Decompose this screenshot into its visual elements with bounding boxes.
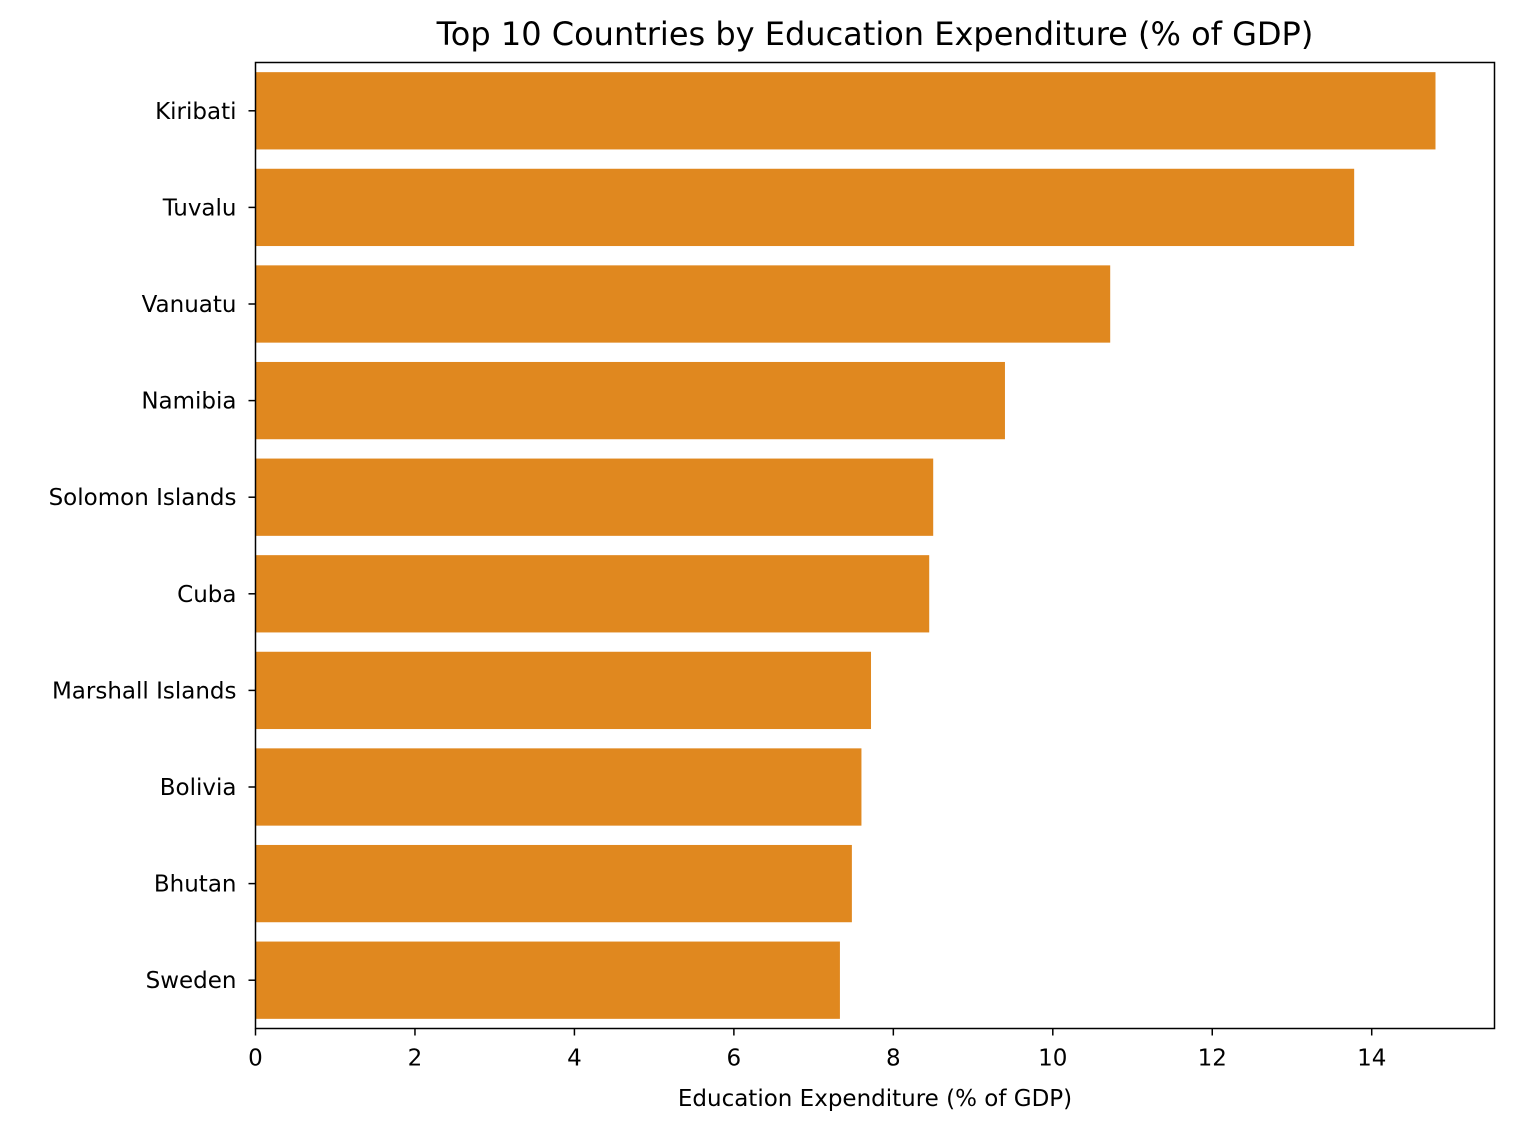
x-tick-label: 14 xyxy=(1357,1046,1386,1072)
bar-cuba xyxy=(255,555,930,633)
bar-tuvalu xyxy=(255,168,1355,247)
bar-bhutan xyxy=(255,844,852,923)
bar-namibia xyxy=(255,361,1005,440)
bar-vanuatu xyxy=(255,265,1111,343)
x-tick-label: 0 xyxy=(248,1046,263,1072)
x-tick-label: 10 xyxy=(1038,1046,1067,1072)
y-tick-label: Solomon Islands xyxy=(49,485,237,511)
plot-frame xyxy=(254,61,1496,1030)
chart-title: Top 10 Countries by Education Expenditur… xyxy=(436,15,1314,53)
x-tick-label: 12 xyxy=(1198,1046,1227,1072)
bar-bolivia xyxy=(255,748,862,826)
y-tick-label: Tuvalu xyxy=(162,195,237,221)
y-tick-label: Sweden xyxy=(146,968,237,994)
y-tick-label: Kiribati xyxy=(155,99,236,125)
bars-group xyxy=(255,72,1436,1019)
x-axis-ticks: 0 2 4 6 8 10 12 14 xyxy=(248,1028,1386,1072)
y-axis-ticks: Kiribati Tuvalu Vanuatu Namibia Solomon Isla… xyxy=(49,99,256,994)
y-tick-label: Namibia xyxy=(141,389,236,415)
x-tick-label: 2 xyxy=(408,1046,423,1072)
bar-kiribati xyxy=(255,72,1436,150)
x-tick-label: 8 xyxy=(886,1046,901,1072)
bar-solomon-islands xyxy=(255,458,934,536)
x-tick-label: 6 xyxy=(727,1046,742,1072)
y-tick-label: Bolivia xyxy=(160,775,237,801)
bar-marshall-islands xyxy=(255,651,872,730)
y-tick-label: Bhutan xyxy=(154,872,237,898)
bar-sweden xyxy=(255,941,840,1019)
x-axis-label: Education Expenditure (% of GDP) xyxy=(678,1086,1072,1112)
x-tick-label: 4 xyxy=(567,1046,582,1072)
y-tick-label: Marshall Islands xyxy=(52,678,237,704)
y-tick-label: Cuba xyxy=(177,582,236,608)
y-tick-label: Vanuatu xyxy=(142,292,237,318)
